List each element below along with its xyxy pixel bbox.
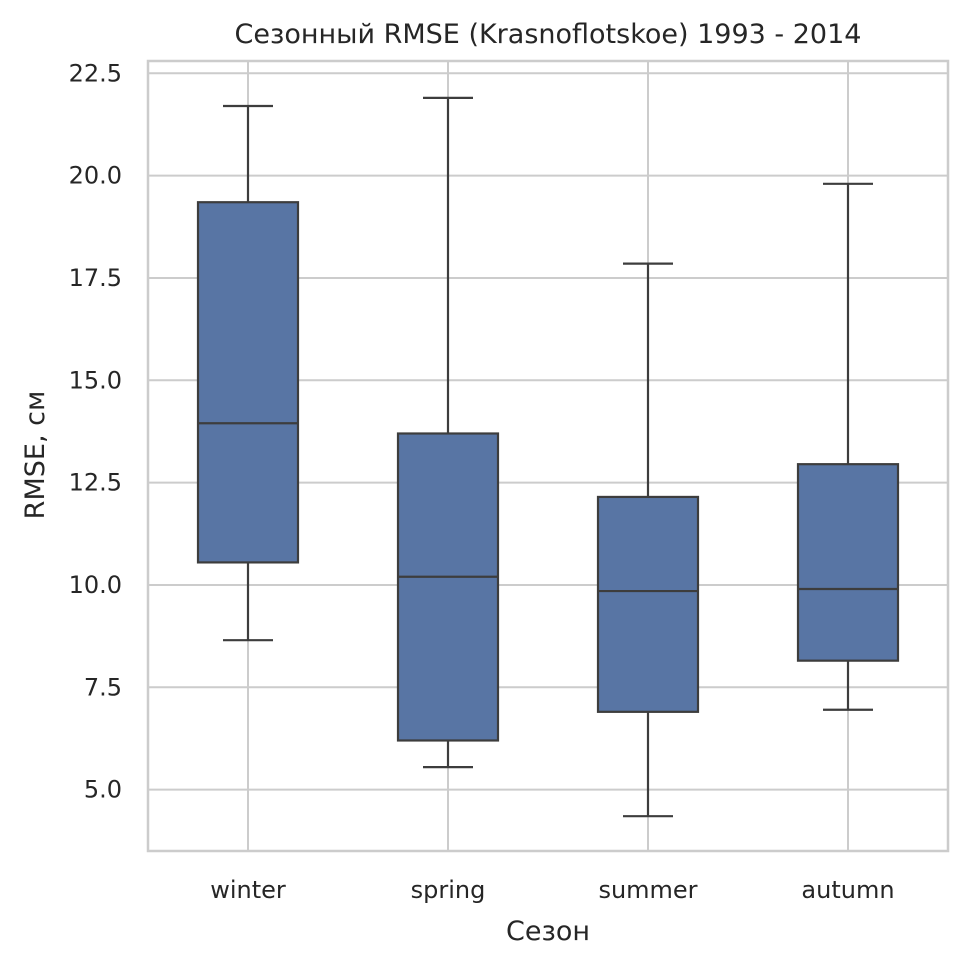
y-tick-labels: 5.0 7.5 10.0 12.5 15.0 17.5 20.0 22.5 <box>69 59 122 803</box>
box-iqr <box>396 432 500 742</box>
y-tick-label: 15.0 <box>69 366 122 394</box>
y-axis-title: RMSE, см <box>20 391 51 520</box>
y-tick-label: 22.5 <box>69 59 122 87</box>
x-tick-label: summer <box>598 876 697 904</box>
plot-frame <box>146 59 950 853</box>
box-iqr <box>796 463 900 662</box>
y-tick-label: 7.5 <box>84 673 122 701</box>
box-series <box>196 96 900 818</box>
box-winter <box>196 104 300 642</box>
x-tick-label: winter <box>210 876 286 904</box>
x-tick-label: autumn <box>801 876 894 904</box>
y-tick-label: 17.5 <box>69 264 122 292</box>
y-tick-label: 5.0 <box>84 776 122 804</box>
y-tick-label: 10.0 <box>69 571 122 599</box>
box-iqr <box>596 495 700 713</box>
x-tick-labels: winter spring summer autumn <box>210 876 894 904</box>
y-tick-label: 20.0 <box>69 162 122 190</box>
box-autumn <box>796 182 900 711</box>
box-spring <box>396 96 500 769</box>
box-summer <box>596 262 700 818</box>
x-tick-label: spring <box>411 876 486 904</box>
x-axis-title: Сезон <box>506 916 590 947</box>
box-iqr <box>196 201 300 564</box>
chart-title: Сезонный RMSE (Krasnoflotskoe) 1993 - 20… <box>235 19 862 50</box>
y-tick-label: 12.5 <box>69 469 122 497</box>
